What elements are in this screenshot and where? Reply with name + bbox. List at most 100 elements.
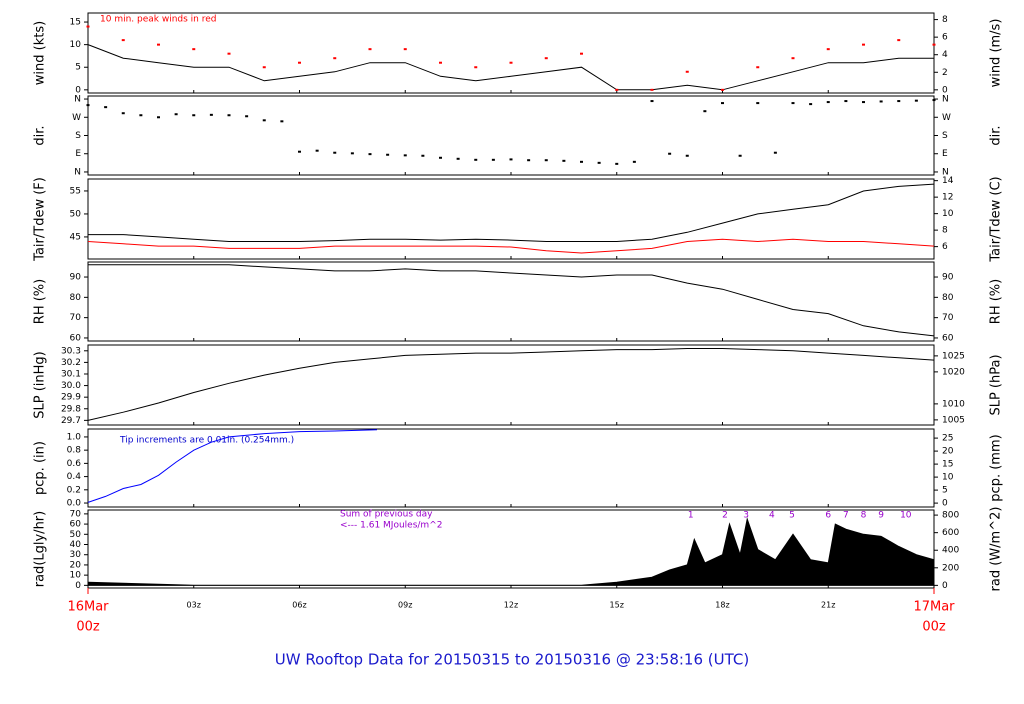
point [121, 112, 125, 115]
x-tick-label: 12z [504, 601, 518, 610]
point [227, 52, 231, 55]
point [862, 101, 865, 104]
marker-label: 7 [843, 511, 849, 521]
marker-label: 6 [825, 511, 831, 521]
y2-tick-label: 1005 [942, 415, 965, 425]
point [914, 99, 918, 102]
point [580, 52, 583, 55]
y2-tick-label: 15 [942, 460, 953, 470]
marker-label: 5 [789, 511, 795, 521]
point [932, 99, 936, 102]
point [262, 66, 266, 69]
point [298, 150, 301, 153]
point [86, 104, 90, 107]
y-axis-label: RH (%) [33, 279, 48, 324]
point [333, 57, 337, 60]
y-tick-label: 30.0 [61, 381, 81, 391]
point [826, 48, 830, 51]
y-tick-label: 60 [70, 333, 82, 343]
point [333, 151, 337, 154]
y2-axis-label: pcp. (mm) [989, 434, 1004, 501]
marker-label: 4 [769, 511, 775, 521]
y-tick-label: 60 [70, 520, 82, 530]
point [509, 61, 513, 64]
point [421, 154, 425, 157]
point [157, 43, 160, 46]
y2-tick-label: 60 [942, 333, 954, 343]
x-tick-label: 09z [398, 601, 412, 610]
line [88, 264, 935, 337]
y2-tick-label: E [942, 149, 948, 159]
y-tick-label: 29.8 [61, 404, 81, 414]
point [632, 160, 636, 163]
y2-tick-label: 10 [942, 209, 954, 219]
point [721, 88, 724, 91]
y2-tick-label: 12 [942, 193, 953, 203]
y-tick-label: 55 [70, 186, 81, 196]
point [897, 100, 901, 103]
annotation: 10 min. peak winds in red [100, 15, 217, 25]
point [456, 157, 460, 160]
y-tick-label: 15 [70, 18, 81, 28]
annotation: Sum of previous day [340, 510, 433, 520]
point [474, 66, 478, 69]
y2-tick-label: 6 [942, 242, 948, 252]
y-axis-label: dir. [33, 125, 48, 145]
y2-tick-label: 1010 [942, 399, 965, 409]
line [87, 348, 935, 421]
y-tick-label: 0 [75, 85, 81, 95]
x-tick-label: 21z [821, 601, 835, 610]
point [474, 158, 478, 161]
point [756, 66, 760, 69]
x-edge-label: 16Mar [67, 600, 109, 615]
y-tick-label: 1.0 [67, 432, 82, 442]
point [350, 152, 354, 155]
point [668, 152, 672, 155]
point [562, 159, 566, 162]
point [86, 25, 90, 28]
y-tick-label: 80 [70, 293, 82, 303]
y2-tick-label: 600 [942, 528, 959, 538]
y2-axis-label: SLP (hPa) [989, 354, 1004, 415]
y2-tick-label: 4 [942, 50, 948, 60]
y-axis-label: pcp. (in) [33, 441, 48, 495]
y2-tick-label: 0 [942, 85, 948, 95]
marker-label: 9 [878, 511, 884, 521]
marker-label: 8 [861, 511, 867, 521]
x-edge-label: 17Mar [913, 600, 955, 615]
y-tick-label: 29.7 [61, 416, 81, 426]
y2-tick-label: 0 [942, 499, 948, 509]
point [544, 159, 548, 162]
y2-axis-label: wind (m/s) [989, 19, 1004, 88]
marker-label: 3 [743, 511, 749, 521]
x-edge-label: 00z [922, 620, 946, 635]
y-tick-label: 0.6 [67, 459, 82, 469]
y2-axis-label: rad (W/m^2) [989, 507, 1004, 592]
y2-tick-label: N [942, 167, 949, 177]
marker-label: 10 [900, 511, 912, 521]
point [104, 106, 108, 109]
point [298, 61, 301, 64]
x-tick-label: 06z [292, 601, 306, 610]
point [509, 158, 513, 161]
panel-frame [87, 344, 935, 426]
point [368, 48, 372, 51]
y2-tick-label: S [942, 131, 948, 141]
point [615, 88, 619, 91]
y-tick-label: 30.2 [61, 358, 81, 368]
panel-frame [87, 12, 935, 94]
marker-label: 1 [688, 511, 694, 521]
point [773, 151, 777, 154]
point [245, 115, 249, 118]
y-axis-label: Tair/Tdew (F) [33, 177, 48, 262]
y2-tick-label: 800 [942, 511, 959, 521]
point [262, 119, 266, 122]
y-tick-label: 50 [70, 530, 82, 540]
y-tick-label: 20 [70, 560, 82, 570]
y-tick-label: 45 [70, 232, 81, 242]
y-axis-label: rad(Lgly/hr) [33, 511, 48, 587]
point [386, 153, 390, 156]
y-tick-label: E [75, 149, 81, 159]
point [897, 39, 901, 42]
y2-axis-label: RH (%) [989, 279, 1004, 324]
